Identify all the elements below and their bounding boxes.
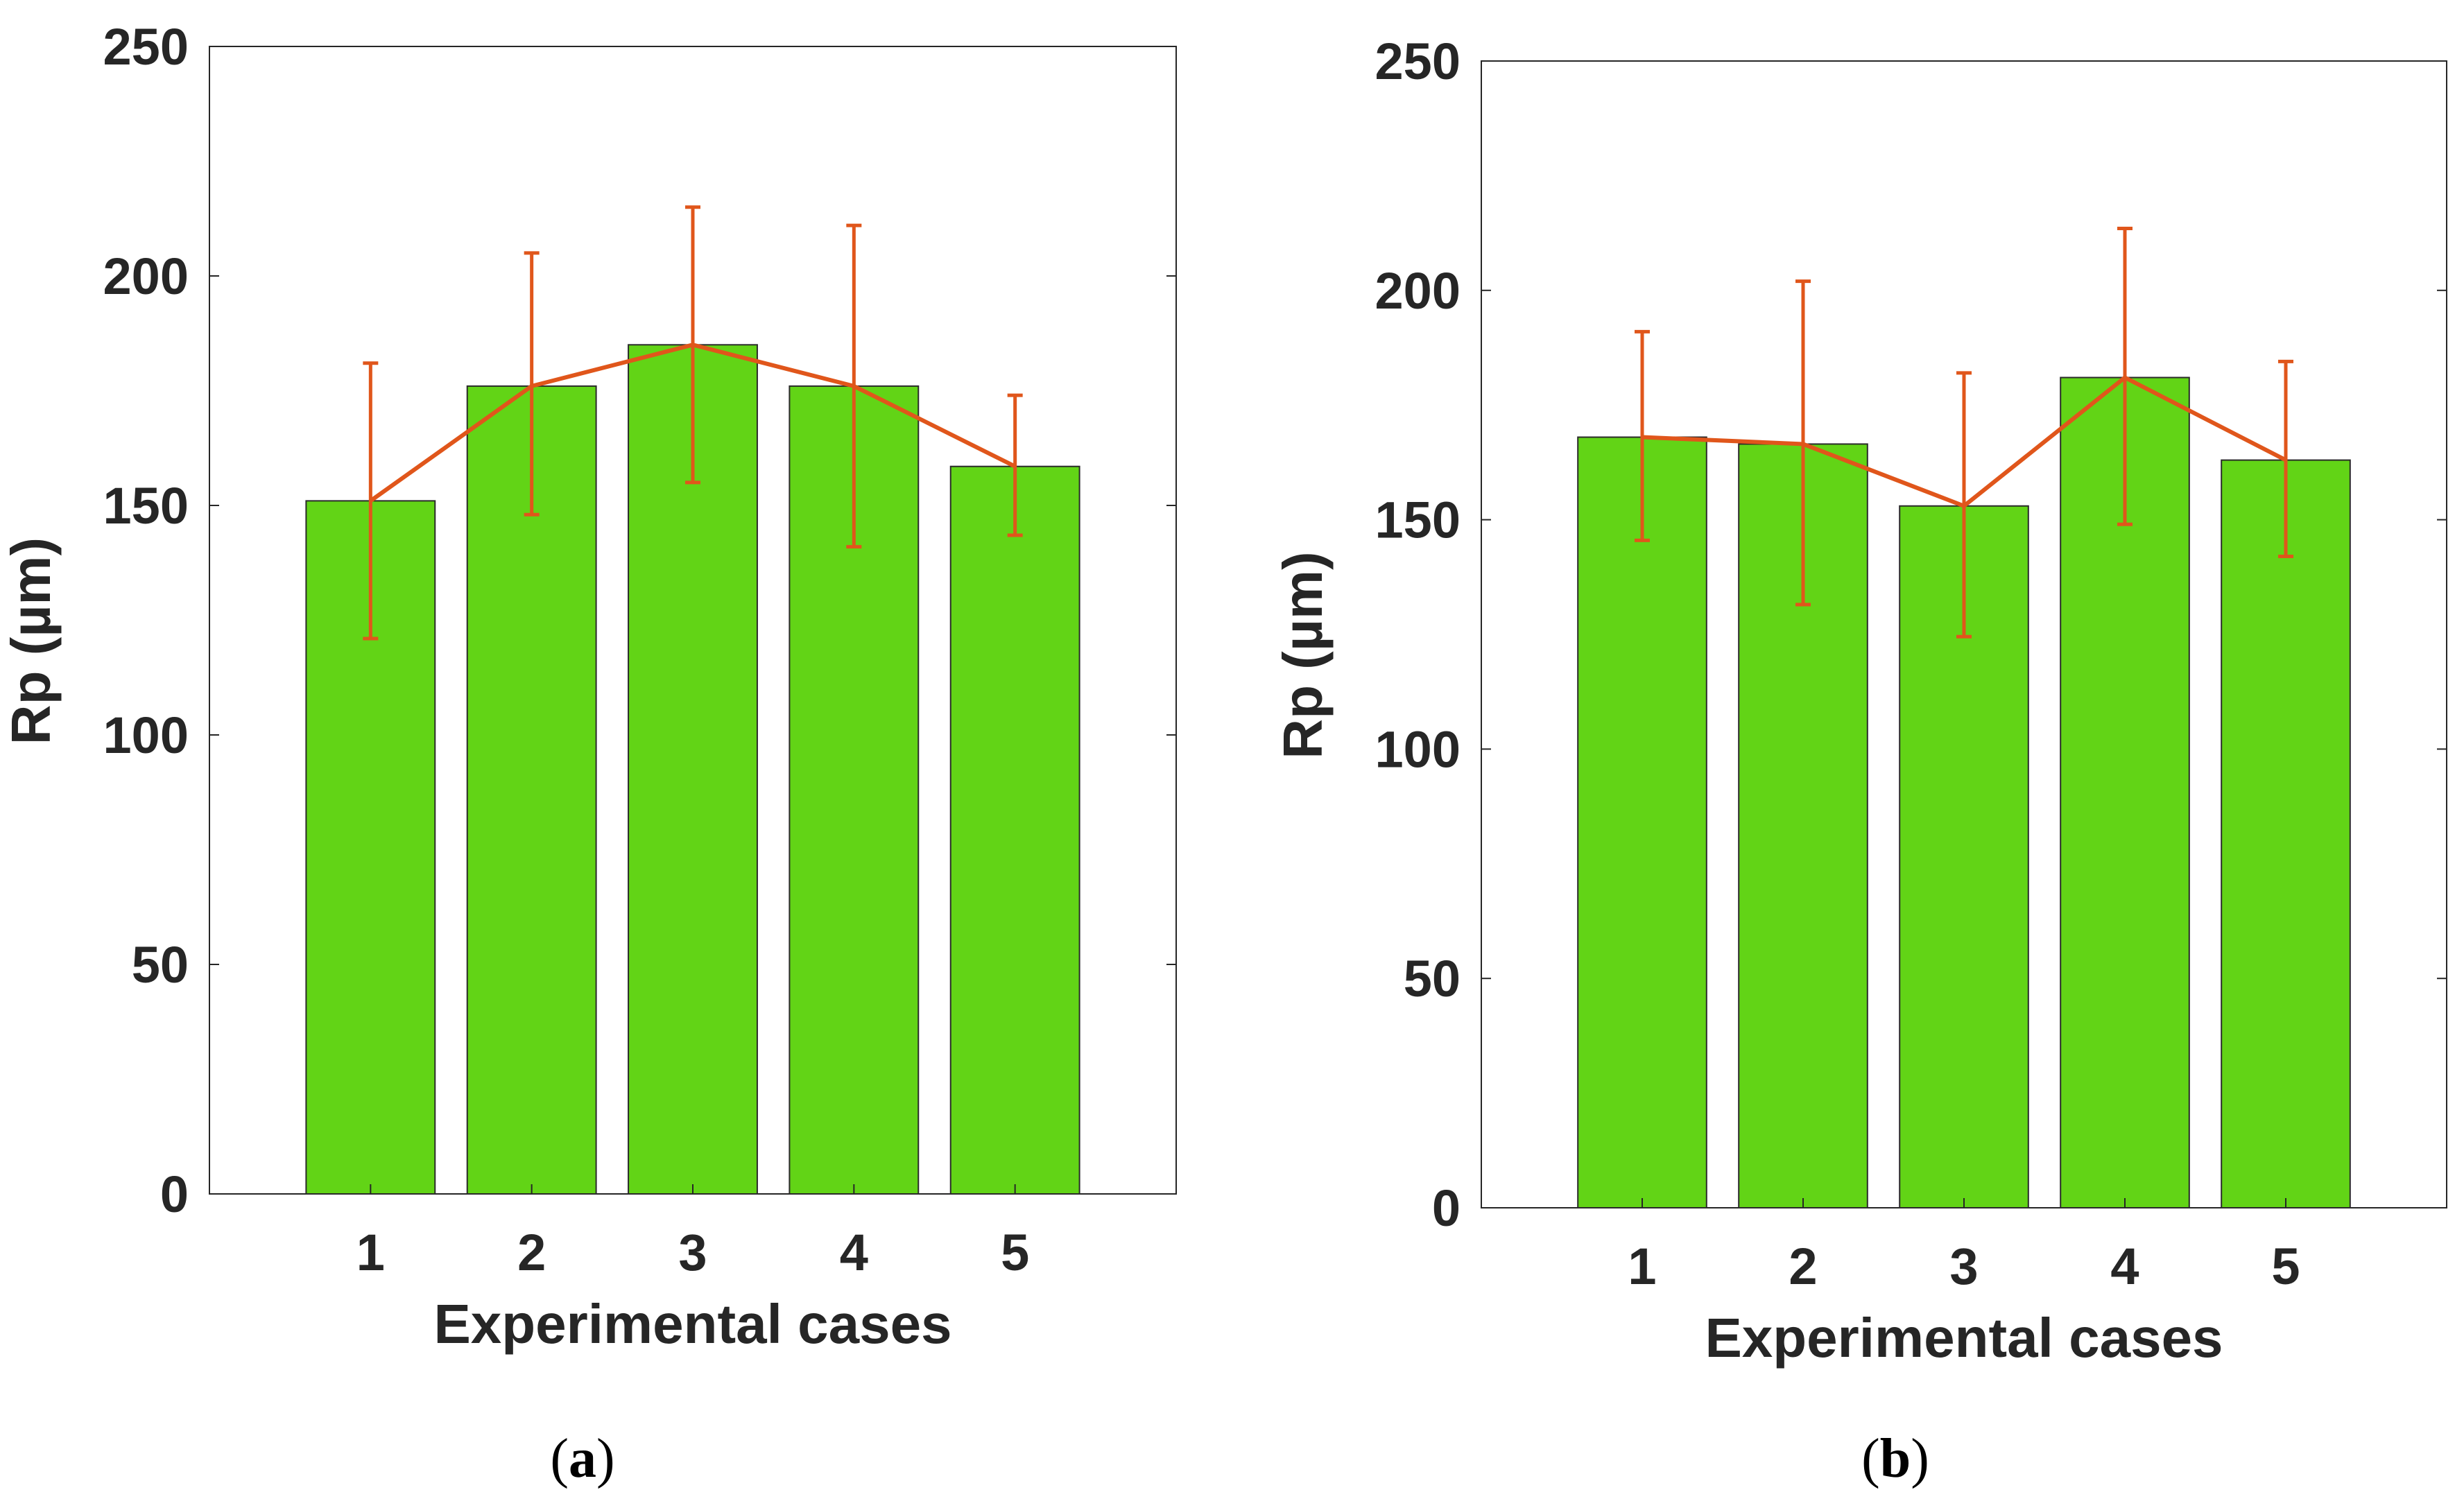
chart-a-caption-close: ) xyxy=(596,1428,615,1489)
chart-a-bar-5 xyxy=(949,465,1080,1195)
chart-a-xtick-label: 3 xyxy=(678,1224,707,1281)
chart-b-ytick-label: 200 xyxy=(1375,262,1461,320)
chart-b-xtick-label: 3 xyxy=(1949,1238,1978,1295)
chart-b-xtick-label: 1 xyxy=(1628,1238,1656,1295)
chart-b-xtick-label: 4 xyxy=(2110,1238,2139,1295)
chart-a-ytick-label: 100 xyxy=(103,707,189,764)
chart-b-xtick-label: 5 xyxy=(2271,1238,2300,1295)
chart-b-xlabel: Experimental cases xyxy=(1705,1307,2223,1369)
chart-a-ylabel: Rp (µm) xyxy=(0,537,62,745)
chart-a-xtick-label: 5 xyxy=(1001,1224,1029,1281)
chart-a-xtick-label: 2 xyxy=(517,1224,546,1281)
chart-a-ytick-label: 50 xyxy=(132,936,189,994)
chart-a-ytick-label: 250 xyxy=(103,18,189,76)
chart-a-xtick-label: 4 xyxy=(840,1224,868,1281)
chart-b-caption-letter: b xyxy=(1880,1428,1911,1489)
chart-b-caption-open: ( xyxy=(1861,1428,1880,1489)
chart-b-ytick-label: 150 xyxy=(1375,492,1461,549)
chart-a-ytick-label: 0 xyxy=(160,1165,189,1223)
chart-a-caption-letter: a xyxy=(569,1428,596,1489)
chart-b-caption-close: ) xyxy=(1911,1428,1929,1489)
chart-b-bar-1 xyxy=(1577,436,1707,1209)
chart-b-ylabel: Rp (µm) xyxy=(1272,551,1334,759)
chart-b-ytick-label: 50 xyxy=(1404,950,1461,1007)
chart-a-xlabel: Experimental cases xyxy=(433,1293,951,1355)
chart-b-caption: (b) xyxy=(1861,1428,1929,1489)
chart-a-ytick-label: 150 xyxy=(103,477,189,535)
chart-a-panel: 0 50 100 150 200 250 1 2 3 4 5 Experimental cases Rp… xyxy=(0,18,1177,1489)
chart-b-ytick-label: 0 xyxy=(1432,1179,1461,1237)
chart-a-caption-open: ( xyxy=(550,1428,569,1489)
chart-a-xtick-label: 1 xyxy=(356,1224,385,1281)
chart-b-ytick-label: 100 xyxy=(1375,720,1461,778)
chart-a-ytick-label: 200 xyxy=(103,248,189,305)
chart-a-caption: (a) xyxy=(550,1428,614,1489)
chart-b-bar-5 xyxy=(2221,459,2351,1208)
chart-b-ytick-label: 250 xyxy=(1375,33,1461,90)
chart-b-panel: 0 50 100 150 200 250 1 2 3 4 5 Experimental cases Rp… xyxy=(1272,33,2447,1489)
chart-b-xtick-label: 2 xyxy=(1789,1238,1817,1295)
